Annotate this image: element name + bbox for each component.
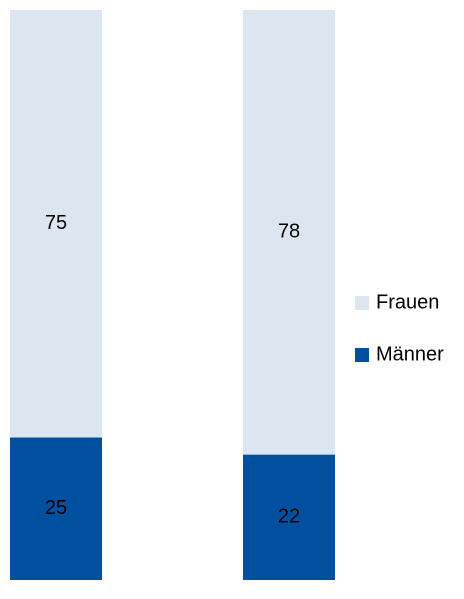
legend-label: Frauen <box>376 291 439 313</box>
value-label: 22 <box>278 506 300 528</box>
bar-segment <box>10 10 102 438</box>
bar-segment <box>243 10 335 455</box>
legend-label: Männer <box>376 343 444 365</box>
value-label: 78 <box>278 221 300 243</box>
bar-segment <box>10 437 102 580</box>
value-label: 75 <box>45 212 67 234</box>
value-label: 25 <box>45 497 67 519</box>
legend-swatch <box>355 296 369 310</box>
bar-segment <box>243 454 335 580</box>
legend-swatch <box>355 348 369 362</box>
